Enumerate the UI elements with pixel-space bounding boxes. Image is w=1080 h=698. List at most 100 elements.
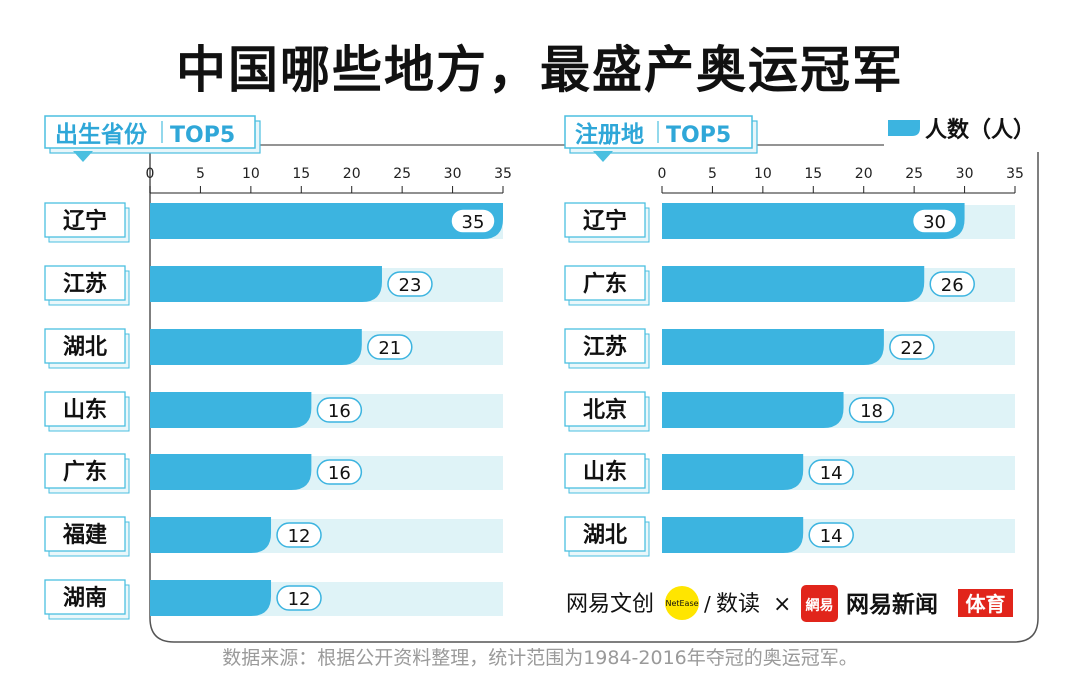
data-label: 12 [288, 589, 311, 610]
tick-label: 5 [196, 166, 205, 182]
data-label: 22 [900, 338, 923, 359]
data-label-badge [808, 459, 854, 485]
data-label: 16 [328, 401, 351, 422]
tick-label: 15 [292, 166, 310, 182]
category-label: 辽宁 [583, 208, 627, 234]
tick-label: 20 [855, 166, 873, 182]
category-label-box [44, 453, 126, 489]
bar [150, 329, 362, 365]
bar [150, 203, 503, 239]
logo-shudu-text: 数读 [716, 592, 760, 617]
data-label-badge [316, 397, 363, 423]
frame-outline [149, 152, 1039, 643]
chart-registration: 注册地 TOP5 0 5 10 15 20 25 30 35 辽宁 30 广东 26 江苏 22 北京 18 山东 1… [564, 115, 1024, 557]
category-label-box [44, 265, 126, 301]
tick-label: 35 [1006, 166, 1024, 182]
logo-news-text: 网易新闻 [846, 591, 938, 618]
bar [662, 392, 844, 428]
chart-tab: 注册地 TOP5 [564, 115, 758, 162]
logo-strip: 网易文创 NetEase / 数读 × 網易 网易新闻 体育 [566, 585, 1013, 622]
logo-wenchuang-text: 网易文创 [566, 592, 654, 617]
tab-title: 注册地 [575, 121, 644, 148]
category-label: 山东 [583, 459, 627, 485]
tick-label: 5 [708, 166, 717, 182]
category-label-box [564, 391, 646, 427]
logo-slash: / [704, 592, 711, 616]
category-label: 辽宁 [63, 208, 107, 234]
data-label-badge [276, 522, 322, 548]
data-label-badge [911, 208, 958, 234]
category-label-box [44, 579, 126, 615]
tab-suffix: TOP5 [666, 123, 731, 148]
bar [662, 454, 804, 490]
category-label-box [44, 328, 126, 364]
data-label: 14 [820, 463, 843, 484]
logo-sports-text: 体育 [966, 592, 1006, 616]
data-label: 30 [923, 212, 946, 233]
category-label-box [564, 453, 646, 489]
category-label: 广东 [583, 271, 627, 297]
data-label-badge [929, 271, 975, 297]
frame-lines [149, 144, 1039, 643]
data-label: 18 [860, 401, 883, 422]
bar [150, 454, 312, 490]
tick-label: 20 [343, 166, 361, 182]
tick-label: 35 [494, 166, 512, 182]
data-label-badge [808, 522, 854, 548]
category-label-box [44, 516, 126, 552]
tick-label: 30 [956, 166, 974, 182]
category-label: 山东 [63, 397, 107, 423]
bar [150, 517, 272, 553]
category-label: 福建 [62, 523, 107, 548]
logo-netease-text: NetEase [665, 599, 698, 608]
tick-label: 15 [804, 166, 822, 182]
data-label-badge [889, 334, 935, 360]
category-label-box [564, 328, 646, 364]
category-label-box [564, 516, 646, 552]
data-label-badge [316, 459, 363, 485]
category-label: 北京 [583, 397, 627, 423]
logo-netease-circle [665, 586, 699, 620]
data-label-badge [450, 208, 496, 234]
category-label: 江苏 [583, 334, 627, 360]
data-label: 26 [941, 275, 964, 296]
category-label-box [564, 265, 646, 301]
tab-title: 出生省份 [55, 122, 148, 148]
chart-tab: 出生省份 TOP5 [44, 115, 261, 162]
data-label: 12 [288, 526, 311, 547]
tab-pointer [593, 151, 613, 162]
logo-sports-box [958, 589, 1013, 617]
legend: 人数（人） [888, 117, 1035, 143]
data-label-badge [367, 334, 413, 360]
tab-pointer [73, 151, 93, 162]
data-label-badge [848, 397, 895, 423]
bar [150, 266, 382, 302]
data-label-badge [276, 585, 322, 611]
tick-label: 0 [146, 166, 155, 182]
bar [150, 580, 272, 616]
data-label: 16 [328, 463, 351, 484]
chart-birth-province: 出生省份 TOP5 0 5 10 15 20 25 30 35 辽宁 35 江苏 23 湖北 21 山东 16 广东… [44, 115, 512, 620]
category-label: 广东 [63, 459, 107, 485]
bar [662, 329, 884, 365]
tab-suffix: TOP5 [170, 123, 235, 148]
category-label: 湖南 [63, 586, 107, 611]
category-label: 湖北 [63, 335, 107, 360]
category-label: 湖北 [583, 523, 627, 548]
bar [662, 203, 965, 239]
bar [662, 266, 925, 302]
legend-label: 人数（人） [925, 117, 1035, 143]
tick-label: 10 [242, 166, 260, 182]
bar [662, 517, 804, 553]
category-label-box [564, 202, 646, 238]
data-label: 14 [820, 526, 843, 547]
tick-label: 10 [754, 166, 772, 182]
category-label-box [44, 391, 126, 427]
logo-news-seal [801, 585, 838, 622]
data-label-badge [387, 271, 433, 297]
logo-times: × [773, 592, 791, 617]
legend-swatch [888, 120, 920, 136]
data-label: 23 [399, 275, 422, 296]
tab-box [44, 115, 256, 149]
